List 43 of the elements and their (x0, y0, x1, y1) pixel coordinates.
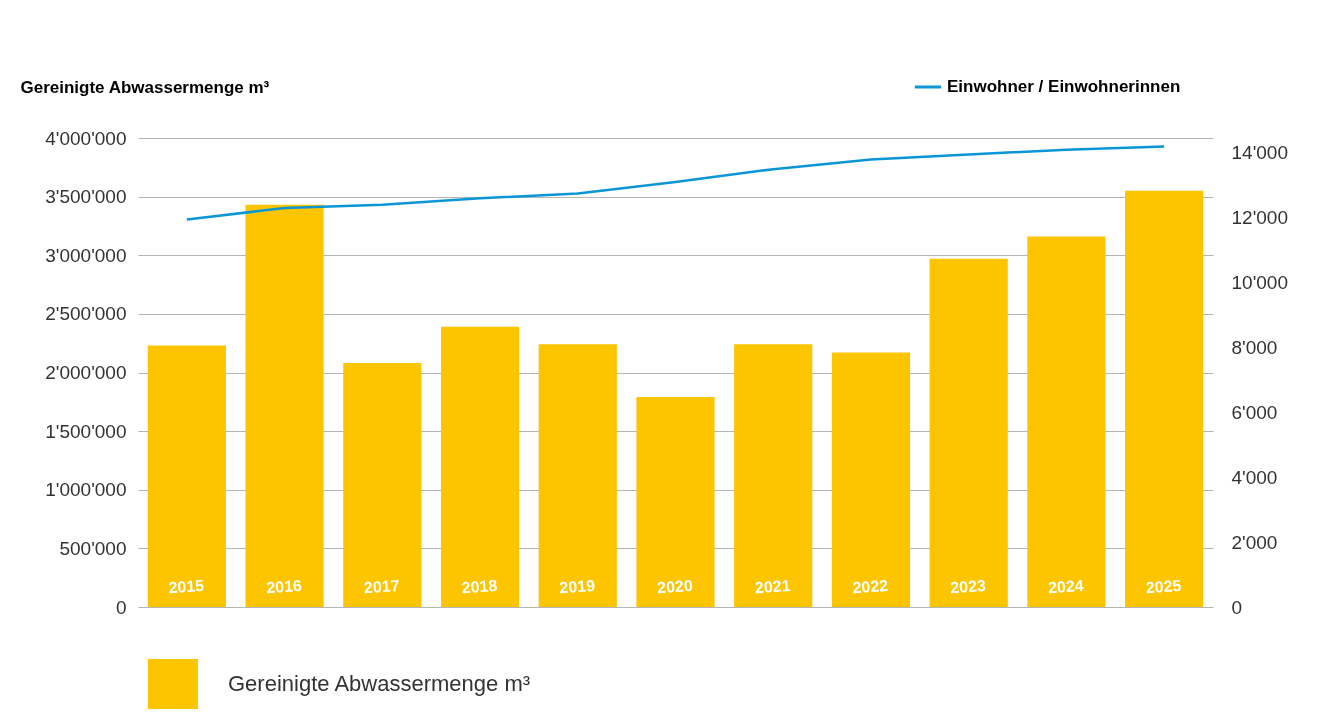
x-tick-label: 2019 (558, 576, 596, 597)
y2-tick-label: 12'000 (1231, 207, 1288, 229)
y-tick-label: 4'000'000 (45, 127, 127, 149)
bar (147, 345, 226, 607)
y-tick-label: 1'500'000 (45, 420, 127, 442)
y-tick-label: 1'000'000 (45, 479, 127, 501)
y2-tick-label: 6'000 (1231, 401, 1278, 423)
y-tick-label: 0 (115, 596, 127, 618)
x-tick-label: 2023 (949, 576, 987, 597)
bar (440, 326, 520, 607)
y2-tick-label: 0 (1231, 596, 1243, 618)
x-tick-label: 2022 (852, 576, 889, 597)
x-tick-label: 2018 (461, 576, 498, 597)
y-tick-label: 3'500'000 (45, 186, 127, 208)
bar (343, 363, 422, 607)
line-series (185, 145, 1166, 221)
bar (245, 204, 324, 607)
x-tick-label: 2015 (167, 576, 205, 597)
x-tick-label: 2021 (754, 576, 792, 597)
y2-tick-label: 10'000 (1231, 272, 1288, 294)
y2-tick-label: 4'000 (1231, 466, 1278, 488)
y-tick-label: 2'500'000 (45, 303, 127, 325)
bar (538, 344, 617, 607)
bar (929, 258, 1008, 607)
y-tick-label: 500'000 (59, 537, 127, 559)
x-tick-label: 2024 (1047, 576, 1085, 597)
y-axis-title: Gereinigte Abwassermenge m³ (20, 77, 270, 97)
y-tick-label: 2'000'000 (45, 362, 127, 383)
y-tick-label: 3'000'000 (45, 244, 127, 266)
legend-label: Gereinigte Abwassermenge m³ (228, 671, 531, 696)
x-tick-label: 2025 (1145, 576, 1182, 597)
y2-tick-label: 14'000 (1231, 142, 1288, 164)
y2-tick-label: 8'000 (1231, 337, 1278, 359)
legend-label: Einwohner / Einwohnerinnen (947, 77, 1181, 96)
bar (734, 344, 813, 607)
bar (636, 397, 715, 607)
bar (1027, 236, 1106, 607)
x-tick-label: 2016 (265, 576, 303, 597)
y2-tick-label: 2'000 (1231, 531, 1278, 553)
x-tick-label: 2020 (656, 576, 694, 597)
bar (831, 352, 911, 607)
bar (1125, 190, 1204, 607)
x-tick-label: 2017 (363, 576, 401, 597)
